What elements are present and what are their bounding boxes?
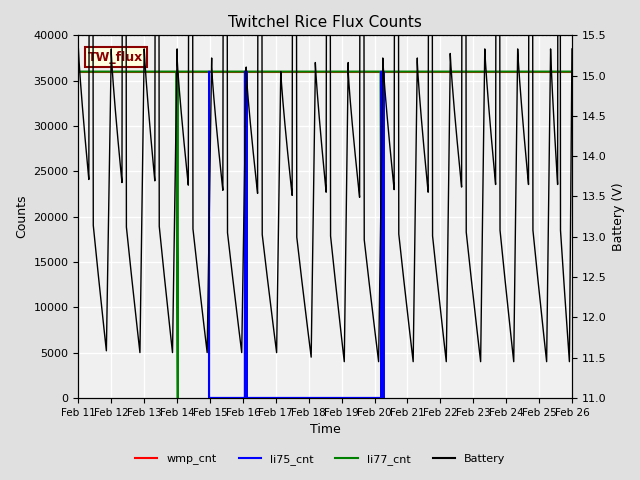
X-axis label: Time: Time: [310, 423, 340, 436]
Text: TW_flux: TW_flux: [88, 51, 143, 64]
Y-axis label: Battery (V): Battery (V): [612, 182, 625, 251]
Title: Twitchel Rice Flux Counts: Twitchel Rice Flux Counts: [228, 15, 422, 30]
Y-axis label: Counts: Counts: [15, 195, 28, 239]
Legend: wmp_cnt, li75_cnt, li77_cnt, Battery: wmp_cnt, li75_cnt, li77_cnt, Battery: [131, 450, 509, 469]
